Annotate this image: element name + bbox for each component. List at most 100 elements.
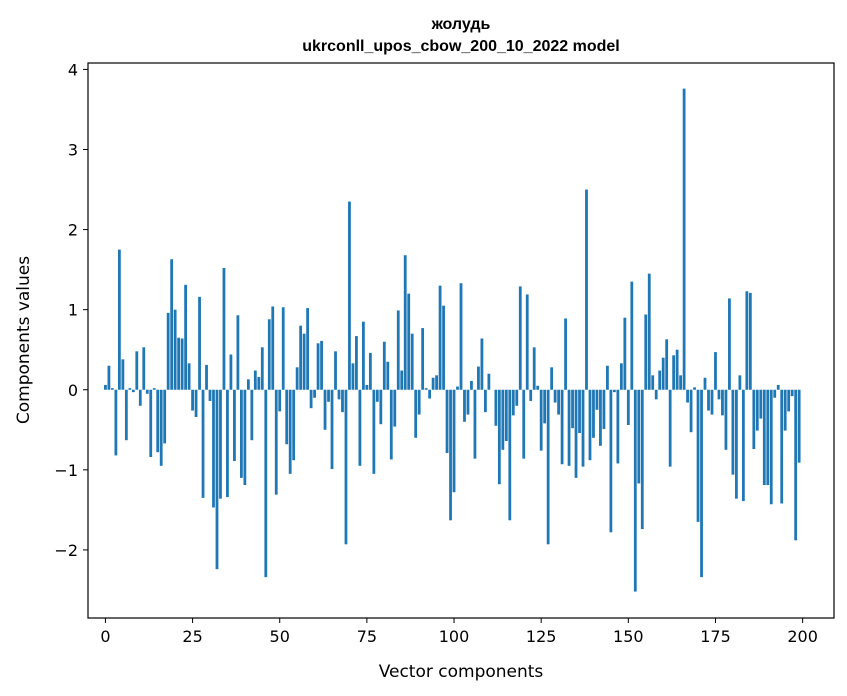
bar [372,389,376,474]
bar [571,389,574,429]
bar [790,389,794,397]
bar [208,389,212,401]
bar [264,389,268,578]
bar [219,389,222,499]
bar [348,201,351,390]
bar [714,352,717,390]
bar [159,389,163,466]
bar [253,370,257,390]
bar [477,366,480,390]
bar [532,347,536,390]
bar [330,389,334,470]
bar [389,389,393,460]
bar [470,380,473,390]
bar [177,337,181,390]
bar [658,370,662,390]
bar [616,389,620,464]
y-tick-label: 0 [68,381,78,400]
x-tick-label: 125 [526,627,557,646]
y-axis-ticks: −2 −1 0 1 2 3 4 [54,60,88,560]
bar [131,389,135,393]
bar [435,375,438,390]
bar [654,389,658,400]
bar [292,389,296,461]
bar [696,389,700,522]
bar [619,363,623,390]
bar [205,364,208,390]
bar [522,389,526,459]
bar [285,389,289,445]
bar [187,363,191,390]
bars-group [104,88,801,592]
bar [302,333,306,390]
bar [473,389,477,459]
bar [511,389,515,416]
bar [606,365,609,390]
bar [717,389,721,400]
bar [787,389,791,412]
y-tick-label: −2 [54,541,78,560]
bar [578,389,581,433]
bar [295,367,299,390]
bar [250,389,254,441]
bar [239,389,243,478]
bar [508,389,512,521]
bar [309,389,313,409]
x-axis-ticks: 0 25 50 75 100 125 150 175 200 [100,618,818,646]
bar [128,388,132,390]
bar [166,312,170,390]
bar [449,389,452,521]
bar [368,352,372,390]
bar [278,389,282,412]
bar [121,359,125,390]
bar [410,333,414,390]
bar [724,389,728,450]
bar [417,389,421,415]
bar [351,363,355,390]
bar [365,384,369,390]
bar [421,328,425,390]
y-tick-label: 1 [68,301,78,320]
bar [550,367,554,390]
bar [647,273,651,390]
bar [233,389,236,462]
bar [173,309,177,390]
bar [111,388,114,390]
bar [104,384,107,390]
bar [626,389,630,425]
bar [456,386,459,390]
bar [246,379,250,390]
bar [797,389,801,463]
bar [452,389,456,493]
bar [431,377,435,390]
bar [271,306,275,390]
bar [194,389,198,417]
bar [149,389,153,458]
bar [114,389,118,456]
bar [229,354,233,390]
bar [124,389,128,441]
bar [243,389,247,486]
bar [107,365,111,390]
bar [215,389,219,570]
bar [762,389,766,486]
bar [487,373,491,390]
bar [400,370,404,390]
bar [525,294,529,390]
bar [707,389,710,411]
bar [588,389,592,461]
x-tick-label: 100 [439,627,470,646]
bar [306,308,310,390]
bar [630,281,634,390]
y-tick-label: 4 [68,60,78,79]
bar [327,389,330,402]
bar [783,389,787,431]
bar [766,389,770,486]
chart-title: жолудь [431,16,491,33]
bar [728,298,731,390]
bar [741,389,745,502]
chart-subtitle: ukrconll_upos_cbow_200_10_2022 model [302,38,619,55]
bar [665,339,669,390]
bar [156,389,160,453]
